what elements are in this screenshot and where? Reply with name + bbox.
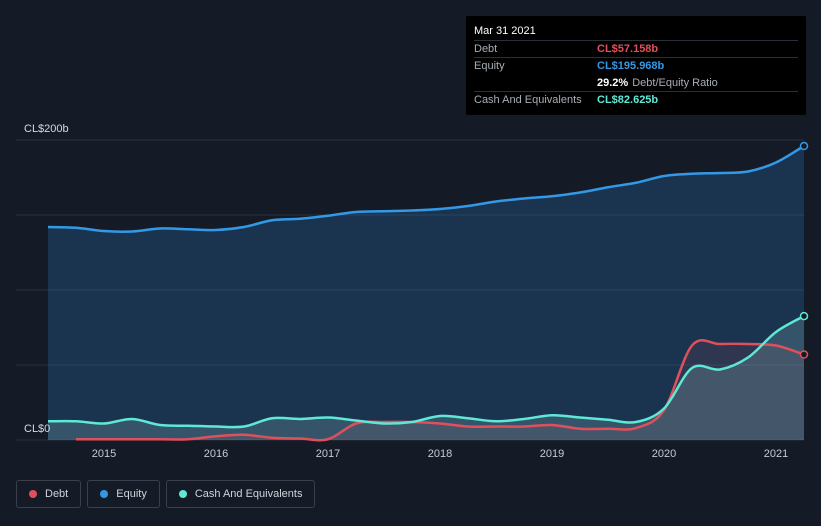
legend-item-debt[interactable]: Debt — [16, 480, 82, 508]
legend-item-cash[interactable]: Cash And Equivalents — [165, 480, 316, 508]
debt-line — [76, 339, 805, 442]
tooltip-label: Cash And Equivalents — [474, 94, 582, 106]
equity-line — [47, 144, 805, 233]
x-tick-label: 2019 — [540, 448, 564, 460]
y-axis-bottom-label: CL$0 — [24, 423, 51, 435]
x-tick-label: 2021 — [764, 448, 788, 460]
cash-legend-dot-icon — [178, 490, 187, 498]
tooltip-row-debt: Debt CL$57.158b — [474, 40, 798, 57]
debt-area — [76, 340, 804, 441]
x-tick-label: 2015 — [92, 448, 116, 460]
cash-and-equivalents-area — [48, 316, 804, 440]
tooltip-value-ratio: 29.2% — [597, 76, 629, 89]
equity-area — [48, 146, 804, 440]
tooltip-row-equity: Equity CL$195.968b — [474, 57, 798, 74]
equity-end-marker — [799, 141, 809, 151]
x-tick-label: 2018 — [428, 448, 452, 460]
debt-legend-dot-icon — [29, 490, 37, 498]
equity-legend-dot-icon — [100, 490, 109, 498]
tooltip-row-cash: Cash And Equivalents CL$82.625b — [474, 91, 798, 108]
tooltip-label: Equity — [474, 60, 505, 72]
cash-and-equivalents-line — [47, 315, 805, 429]
tooltip-label: Debt — [474, 43, 498, 55]
tooltip-value-debt: CL$57.158b — [597, 43, 659, 55]
grid-lines — [16, 139, 804, 441]
cash-and-equivalents-end-marker — [799, 311, 809, 321]
x-tick-label: 2016 — [204, 448, 228, 460]
x-axis-ticks: 2015 2016 2017 2018 2019 2020 2021 — [92, 448, 788, 460]
legend-item-equity[interactable]: Equity — [87, 480, 160, 508]
tooltip-ratio-caption: Debt/Equity Ratio — [632, 76, 718, 89]
legend-label: Debt — [45, 488, 69, 500]
x-tick-label: 2020 — [652, 448, 676, 460]
tooltip-value-equity: CL$195.968b — [597, 60, 665, 72]
tooltip-row-ratio: 29.2% Debt/Equity Ratio — [474, 74, 798, 91]
chart-legend: Debt Equity Cash And Equivalents — [16, 480, 316, 508]
area-fills — [48, 146, 804, 441]
legend-label: Equity — [116, 488, 147, 500]
series-end-markers — [799, 141, 809, 359]
series-lines — [47, 144, 805, 442]
legend-label: Cash And Equivalents — [194, 488, 303, 500]
x-tick-label: 2017 — [316, 448, 340, 460]
hover-tooltip: Mar 31 2021 Debt CL$57.158b Equity CL$19… — [466, 16, 806, 115]
debt-end-marker — [799, 350, 809, 359]
tooltip-date: Mar 31 2021 — [474, 25, 536, 37]
tooltip-value-cash: CL$82.625b — [597, 94, 659, 106]
y-axis-top-label: CL$200b — [24, 123, 69, 135]
